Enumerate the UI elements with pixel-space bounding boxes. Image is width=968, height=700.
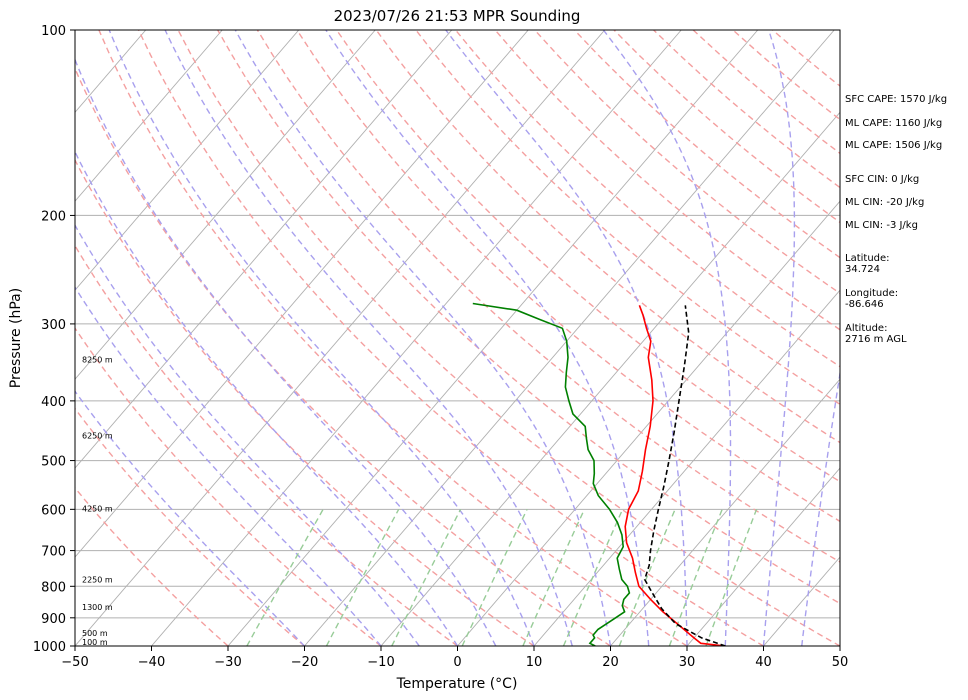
- stat-text: Longitude:: [845, 288, 898, 299]
- dry-adiabat-line: [75, 244, 458, 646]
- x-tick-label: −30: [214, 655, 241, 670]
- mixing-ratio-line: [705, 509, 758, 646]
- stat-text: SFC CIN: 0 J/kg: [845, 174, 919, 185]
- moist-adiabat-line: [164, 30, 573, 646]
- x-tick-label: −40: [138, 655, 165, 670]
- isotherm-line: [75, 30, 223, 202]
- moist-adiabat-line: [75, 150, 459, 646]
- dry-adiabat-line: [75, 158, 535, 646]
- moist-adiabat-line: [75, 223, 420, 646]
- isotherm-line: [380, 111, 840, 646]
- height-label: 1300 m: [82, 603, 113, 612]
- x-tick-label: 10: [526, 655, 543, 670]
- dry-adiabat-line: [75, 486, 229, 646]
- dry-adiabat-line: [75, 66, 611, 646]
- stat-value-text: -86.646: [845, 299, 884, 310]
- mixing-ratio-line: [325, 508, 400, 646]
- isotherm-line: [75, 30, 529, 558]
- y-tick-label: 300: [41, 318, 66, 333]
- isotherm-line: [75, 30, 453, 469]
- moist-adiabat-line: [108, 30, 535, 646]
- height-label: 500 m: [82, 629, 108, 638]
- x-tick-label: 20: [602, 655, 619, 670]
- moist-adiabat-line: [762, 30, 796, 646]
- isotherm-line: [75, 30, 300, 291]
- x-tick-label: 0: [453, 655, 461, 670]
- isotherm-line: [686, 467, 840, 646]
- mixing-ratio-line: [562, 509, 624, 646]
- x-axis: −50 −40 −30 −20 −10 0 10 20 30 40 50: [61, 646, 848, 670]
- mixing-ratio-line: [618, 509, 676, 646]
- stat-value-text: 2716 m AGL: [845, 334, 907, 345]
- moist-adiabat-line: [75, 389, 305, 646]
- stat-value-text: 34.724: [845, 264, 880, 275]
- y-tick-label: 600: [41, 503, 66, 518]
- moist-adiabat-line: [325, 30, 650, 646]
- height-label: 6250 m: [82, 431, 113, 440]
- moist-adiabat-line: [234, 30, 612, 646]
- dry-adiabat-line: [494, 30, 840, 331]
- sounding-stats: SFC CAPE: 1570 J/kg ML CAPE: 1160 J/kg ML …: [845, 94, 947, 345]
- mixing-ratio-line: [522, 509, 586, 646]
- y-tick-label: 1000: [33, 640, 66, 655]
- x-tick-label: 30: [679, 655, 696, 670]
- isotherm-line: [75, 30, 376, 380]
- y-axis: 100 200 300 400 500 600 700 800 900 1000: [33, 24, 75, 655]
- x-tick-label: 40: [755, 655, 772, 670]
- dry-adiabat-line: [75, 407, 305, 646]
- mixing-ratio-line: [668, 509, 723, 646]
- stat-text: Latitude:: [845, 253, 890, 264]
- moist-adiabat-line: [801, 368, 840, 646]
- isotherm-line: [227, 30, 759, 646]
- height-label: 4250 m: [82, 504, 113, 513]
- x-tick-label: −10: [367, 655, 394, 670]
- dry-adiabat-line: [98, 30, 688, 646]
- stat-text: ML CAPE: 1160 J/kg: [845, 118, 942, 129]
- data-traces: [472, 302, 726, 646]
- y-tick-label: 900: [41, 612, 66, 627]
- moist-adiabat-line: [75, 57, 497, 646]
- isotherm-line: [151, 30, 682, 646]
- y-axis-label: Pressure (hPa): [8, 288, 24, 388]
- height-label: 8250 m: [82, 356, 113, 365]
- dry-adiabat-line: [415, 30, 840, 406]
- dry-adiabat-line: [177, 30, 840, 646]
- dry-adiabat-line: [137, 30, 764, 646]
- parcel-trace: [643, 305, 726, 646]
- x-tick-label: −20: [291, 655, 318, 670]
- x-tick-label: −50: [61, 655, 88, 670]
- y-tick-label: 800: [41, 580, 66, 595]
- isotherm-line: [457, 200, 840, 646]
- stat-text: ML CAPE: 1506 J/kg: [845, 140, 942, 151]
- y-tick-label: 400: [41, 395, 66, 410]
- background-lines: [75, 30, 840, 646]
- height-label: 100 m: [82, 638, 108, 647]
- x-axis-label: Temperature (°C): [396, 676, 518, 692]
- dewpoint-trace: [472, 302, 631, 646]
- plot-frame: [74, 29, 841, 647]
- x-tick-label: 50: [832, 655, 849, 670]
- y-tick-label: 200: [41, 209, 66, 224]
- chart-title: 2023/07/26 21:53 MPR Sounding: [334, 7, 581, 25]
- dry-adiabat-line: [454, 30, 840, 368]
- isotherm-line: [610, 378, 840, 646]
- stat-text: Altitude:: [845, 323, 887, 334]
- isotherm-line: [75, 30, 606, 646]
- mixing-ratio-line: [461, 508, 528, 646]
- dry-adiabat-line: [217, 30, 840, 605]
- height-label: 2250 m: [82, 576, 113, 585]
- isotherm-line: [304, 30, 835, 646]
- y-tick-label: 500: [41, 455, 66, 470]
- y-tick-label: 700: [41, 545, 66, 560]
- mixing-ratio-line: [246, 508, 324, 646]
- stat-text: ML CIN: -3 J/kg: [845, 220, 918, 231]
- mixing-ratio-line: [391, 508, 462, 646]
- y-tick-label: 100: [41, 24, 66, 39]
- stat-text: SFC CAPE: 1570 J/kg: [845, 94, 947, 105]
- moist-adiabat-line: [445, 30, 688, 646]
- moist-adiabat-line: [602, 30, 732, 646]
- stat-text: ML CIN: -20 J/kg: [845, 197, 924, 208]
